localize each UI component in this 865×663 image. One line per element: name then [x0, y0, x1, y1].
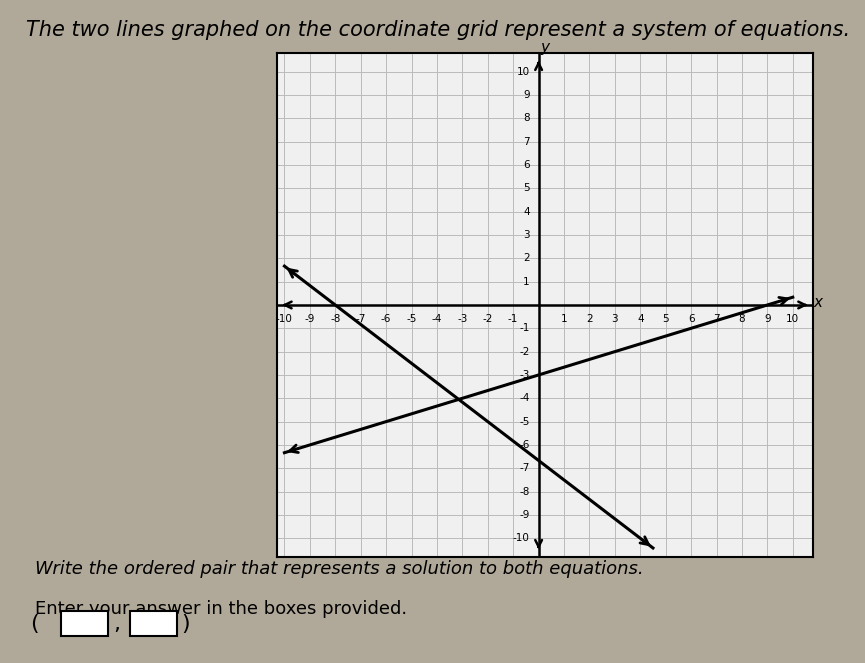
Text: -3: -3	[519, 370, 529, 380]
Text: 2: 2	[586, 314, 593, 324]
Text: y: y	[541, 40, 549, 56]
Text: 9: 9	[523, 90, 529, 100]
Text: -4: -4	[519, 393, 529, 403]
Text: -10: -10	[513, 533, 529, 543]
Text: ,: ,	[113, 614, 120, 634]
Text: -9: -9	[519, 510, 529, 520]
Text: -7: -7	[519, 463, 529, 473]
Text: 3: 3	[523, 230, 529, 240]
Text: x: x	[814, 295, 823, 310]
Text: 7: 7	[523, 137, 529, 147]
Text: 6: 6	[523, 160, 529, 170]
Text: 4: 4	[637, 314, 644, 324]
Text: 8: 8	[523, 113, 529, 123]
Text: -10: -10	[276, 314, 293, 324]
Text: -1: -1	[519, 324, 529, 333]
Text: 5: 5	[523, 184, 529, 194]
Text: 10: 10	[516, 67, 529, 77]
Text: The two lines graphed on the coordinate grid represent a system of equations.: The two lines graphed on the coordinate …	[26, 20, 850, 40]
Text: 4: 4	[523, 207, 529, 217]
Text: 1: 1	[561, 314, 567, 324]
Text: -3: -3	[458, 314, 467, 324]
Text: -4: -4	[432, 314, 442, 324]
Text: -2: -2	[483, 314, 493, 324]
Text: -2: -2	[519, 347, 529, 357]
Text: 10: 10	[786, 314, 799, 324]
Text: -5: -5	[407, 314, 417, 324]
Text: (: (	[30, 614, 39, 634]
Text: -9: -9	[304, 314, 315, 324]
Text: -6: -6	[519, 440, 529, 450]
Text: 6: 6	[688, 314, 695, 324]
Text: -7: -7	[356, 314, 366, 324]
Text: 3: 3	[612, 314, 618, 324]
Text: Enter your answer in the boxes provided.: Enter your answer in the boxes provided.	[35, 600, 407, 618]
Text: 8: 8	[739, 314, 746, 324]
Text: -8: -8	[519, 487, 529, 497]
Text: -8: -8	[330, 314, 341, 324]
Text: 7: 7	[714, 314, 720, 324]
Text: -1: -1	[508, 314, 518, 324]
Text: 1: 1	[523, 276, 529, 286]
Text: -6: -6	[381, 314, 391, 324]
Text: 5: 5	[663, 314, 669, 324]
Text: ): )	[182, 614, 190, 634]
Text: 9: 9	[764, 314, 771, 324]
Text: -5: -5	[519, 416, 529, 426]
Text: 2: 2	[523, 253, 529, 263]
Text: Write the ordered pair that represents a solution to both equations.: Write the ordered pair that represents a…	[35, 560, 644, 578]
